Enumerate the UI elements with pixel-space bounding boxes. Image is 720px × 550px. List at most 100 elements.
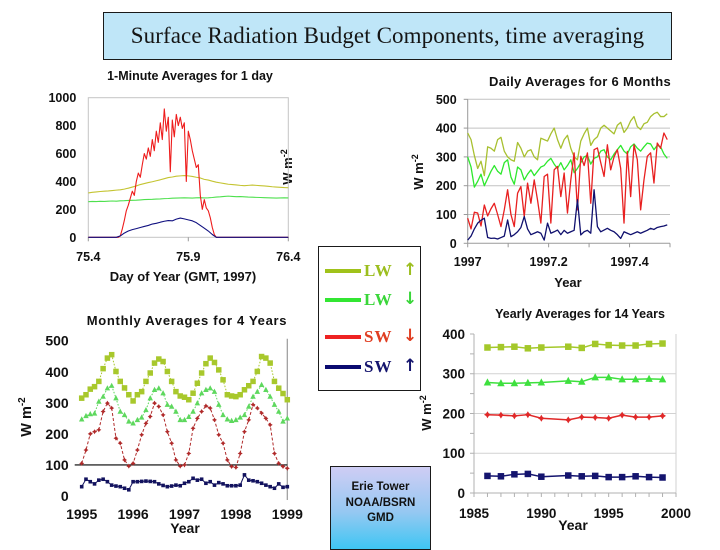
monthly-sw-down-marker bbox=[96, 427, 102, 433]
monthly-lw-up-marker bbox=[168, 378, 175, 385]
monthly-sw-down-marker bbox=[216, 432, 222, 438]
monthly-lw-up-marker bbox=[177, 393, 183, 399]
minute-chart-plot: 0 200 400 600 800 1000 75.4 75.9 76.4 bbox=[48, 91, 300, 264]
monthly-lw-down-marker bbox=[211, 388, 218, 394]
monthly-lw-down-marker bbox=[216, 401, 222, 407]
monthly-ytick-label: 400 bbox=[45, 364, 69, 380]
daily-y-axis-label-base: W m bbox=[411, 162, 426, 189]
yearly-sw-up-marker bbox=[511, 471, 518, 478]
monthly-sw-down-marker bbox=[117, 440, 123, 446]
monthly-lw-down-marker bbox=[237, 414, 243, 420]
daily-ytick-label: 300 bbox=[436, 150, 457, 164]
yearly-xtick-label: 2000 bbox=[661, 506, 691, 521]
legend: LW ↑ LW ↓ SW ↓ SW ↑ bbox=[318, 246, 421, 391]
monthly-lw-down-marker bbox=[241, 411, 248, 418]
monthly-lw-up-marker bbox=[220, 377, 226, 383]
monthly-lw-up-marker bbox=[198, 370, 205, 376]
monthly-y-axis-label-base: W m bbox=[19, 406, 35, 437]
monthly-y-axis-label-superscript: -2 bbox=[17, 397, 28, 406]
yearly-lw-up-marker bbox=[645, 340, 653, 348]
yearly-lw-down-marker bbox=[537, 378, 546, 386]
minute-ytick-label: 1000 bbox=[48, 91, 76, 105]
monthly-lw-up-marker bbox=[156, 356, 162, 362]
monthly-sw-down-marker bbox=[160, 412, 166, 418]
monthly-sw-down-marker bbox=[263, 415, 269, 421]
yearly-sw-down-marker bbox=[497, 411, 505, 419]
monthly-lw-down-marker bbox=[284, 415, 291, 421]
monthly-lw-up-marker bbox=[78, 395, 85, 401]
monthly-y-axis-label: W m-2 bbox=[17, 397, 35, 437]
legend-label-sw-up: SW bbox=[364, 357, 393, 376]
monthly-sw-down-marker bbox=[147, 413, 153, 419]
yearly-sw-up-marker bbox=[524, 470, 532, 478]
yearly-lw-up-marker bbox=[578, 344, 585, 352]
daily-ytick-label: 400 bbox=[436, 122, 457, 136]
monthly-sw-down-marker bbox=[100, 409, 106, 415]
daily-ytick-label: 100 bbox=[436, 208, 457, 222]
monthly-lw-down-marker bbox=[104, 385, 111, 391]
monthly-lw-up-marker bbox=[258, 353, 265, 360]
monthly-sw-up-marker bbox=[199, 477, 204, 482]
monthly-sw-up-marker bbox=[268, 484, 272, 489]
minute-y-axis-label-superscript: -2 bbox=[279, 149, 289, 157]
slide-title: Surface Radiation Budget Components, tim… bbox=[130, 23, 645, 48]
yearly-sw-up-marker bbox=[497, 473, 505, 480]
monthly-sw-down-marker bbox=[276, 460, 282, 466]
monthly-sw-up-marker bbox=[169, 484, 174, 488]
monthly-lw-up-marker bbox=[108, 351, 115, 358]
yearly-sw-up-marker bbox=[618, 473, 626, 481]
monthly-lw-up-marker bbox=[250, 378, 256, 385]
monthly-chart-title: Monthly Averages for 4 Years bbox=[87, 313, 287, 328]
monthly-sw-down-marker bbox=[203, 403, 209, 409]
daily-sw-up-line bbox=[467, 189, 668, 241]
monthly-sw-up-marker bbox=[174, 483, 178, 487]
monthly-sw-down-marker bbox=[143, 420, 149, 426]
monthly-xtick-label: 1998 bbox=[220, 506, 251, 522]
monthly-lw-up-marker bbox=[186, 396, 192, 403]
yearly-lw-up-marker bbox=[618, 342, 626, 349]
monthly-sw-down-marker bbox=[186, 450, 192, 456]
yearly-ytick-label: 0 bbox=[457, 486, 465, 501]
monthly-ytick-label: 0 bbox=[61, 488, 69, 504]
yearly-sw-down-marker bbox=[524, 411, 532, 419]
slide-title-box: Surface Radiation Budget Components, tim… bbox=[103, 12, 672, 60]
minute-sw-down-line bbox=[88, 108, 289, 238]
yearly-sw-down-marker bbox=[659, 412, 667, 420]
monthly-lw-up-marker bbox=[216, 367, 222, 373]
monthly-lw-up-marker bbox=[203, 360, 209, 367]
monthly-sw-down-marker bbox=[220, 440, 226, 446]
yearly-sw-down-marker bbox=[564, 416, 572, 424]
minute-chart-title: 1-Minute Averages for 1 day bbox=[107, 69, 273, 83]
minute-xtick-label: 76.4 bbox=[276, 250, 300, 264]
monthly-lw-up-marker bbox=[233, 393, 239, 400]
monthly-lw-down-marker bbox=[271, 401, 278, 407]
monthly-sw-down-marker bbox=[173, 457, 179, 463]
minute-y-axis-label: W m-2 bbox=[279, 149, 295, 184]
monthly-lw-down-marker bbox=[87, 410, 94, 417]
station-info-box: Erie Tower NOAA/BSRN GMD bbox=[330, 466, 431, 550]
monthly-sw-up-marker bbox=[242, 473, 247, 477]
monthly-lw-down-marker bbox=[181, 416, 188, 423]
monthly-lw-down-marker bbox=[138, 414, 145, 420]
monthly-sw-up-marker bbox=[165, 484, 170, 489]
minute-sw-up-line bbox=[88, 217, 289, 238]
monthly-lw-down-marker bbox=[203, 386, 209, 392]
legend-item-lw-up: LW ↑ bbox=[319, 260, 419, 281]
minute-plot-frame bbox=[87, 97, 289, 238]
monthly-lw-down-marker bbox=[121, 411, 128, 418]
monthly-lw-up-marker bbox=[228, 393, 235, 399]
monthly-lw-down-marker bbox=[254, 388, 261, 394]
daily-xtick-label: 1997.2 bbox=[530, 255, 568, 269]
monthly-lw-down-marker bbox=[198, 390, 205, 396]
yearly-lw-up-marker bbox=[484, 344, 491, 351]
monthly-sw-up-marker bbox=[79, 484, 84, 489]
yearly-sw-up-marker bbox=[578, 473, 585, 480]
monthly-lw-down-marker bbox=[130, 420, 136, 426]
monthly-sw-down-marker bbox=[241, 429, 247, 435]
monthly-lw-down-marker bbox=[177, 416, 183, 423]
monthly-sw-up-marker bbox=[156, 482, 161, 486]
monthly-sw-up-marker bbox=[182, 481, 187, 486]
legend-item-sw-up: SW ↑ bbox=[319, 356, 419, 377]
monthly-sw-down-marker bbox=[246, 417, 252, 423]
